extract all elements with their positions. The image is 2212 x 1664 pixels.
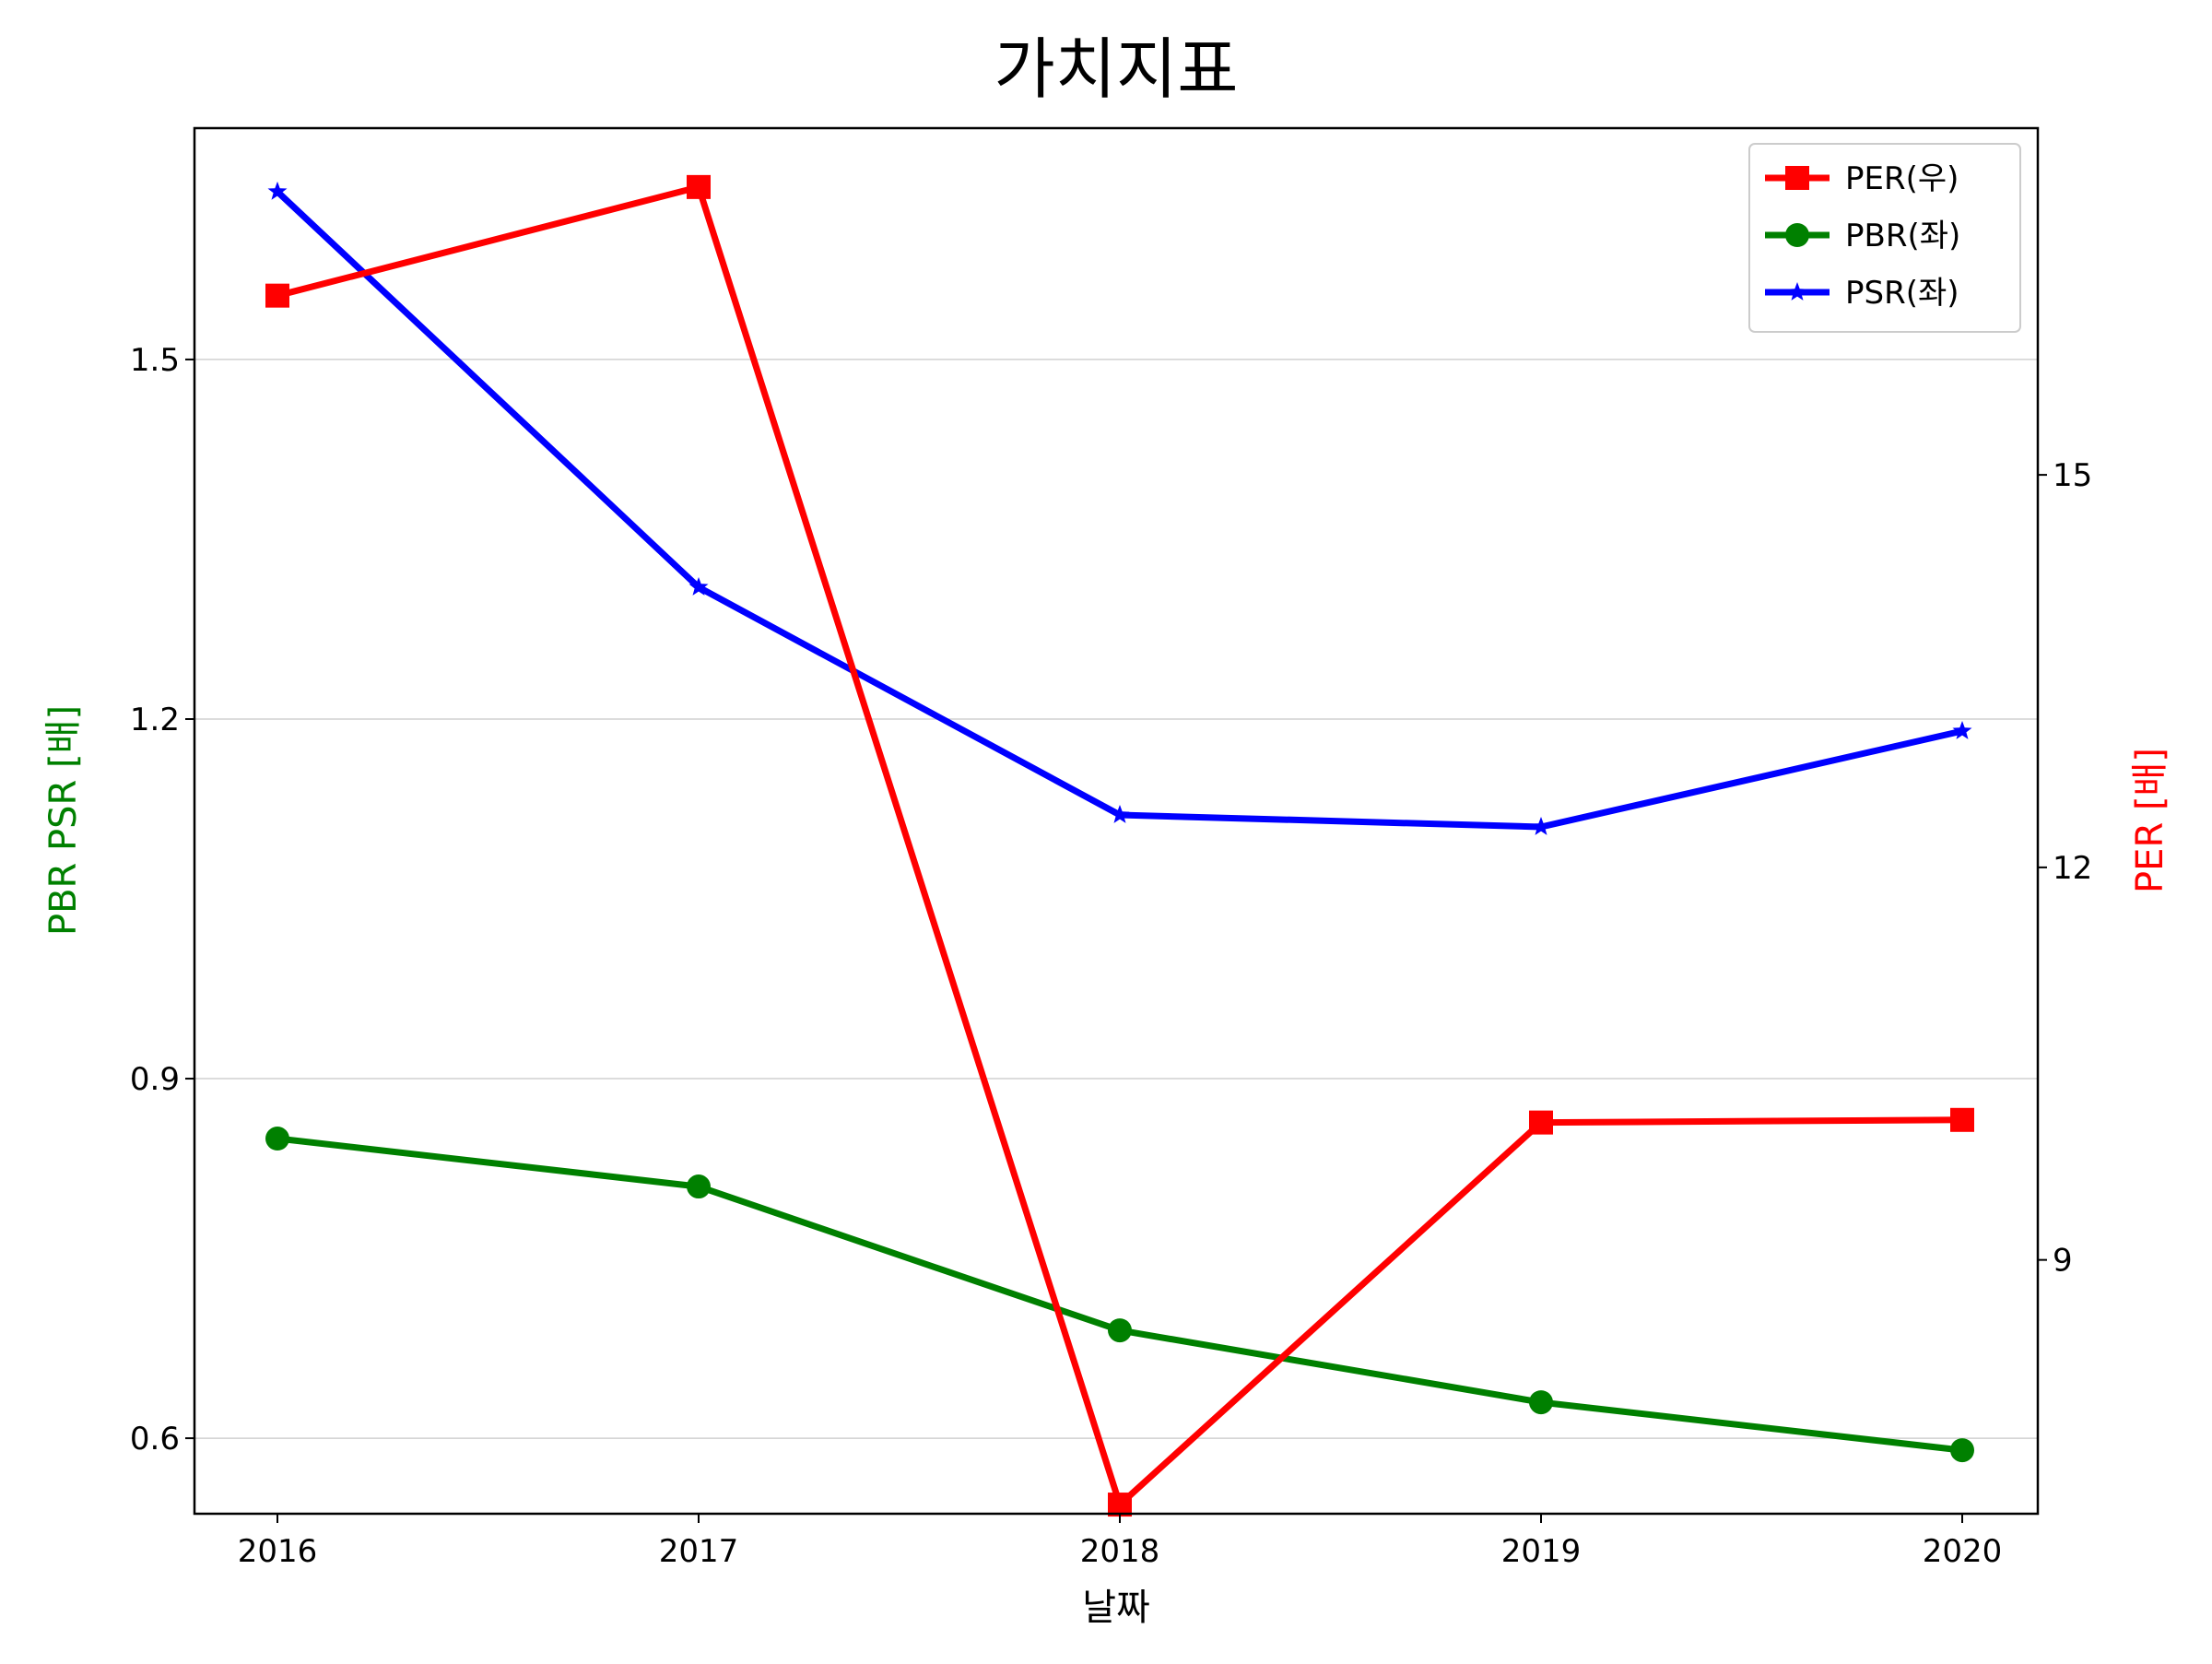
x-tick-label: 2017 bbox=[659, 1533, 739, 1570]
x-tick-label: 2016 bbox=[238, 1533, 318, 1570]
series-pbr bbox=[265, 1127, 1974, 1463]
data-point-per bbox=[1950, 1107, 1974, 1132]
data-point-per bbox=[1529, 1110, 1553, 1135]
y-right-axis-title: PER [배] bbox=[2129, 748, 2171, 893]
data-point-pbr bbox=[687, 1174, 711, 1199]
series-per bbox=[265, 174, 1974, 1517]
data-point-psr bbox=[1110, 805, 1130, 823]
data-point-pbr bbox=[1950, 1438, 1974, 1463]
series-psr bbox=[267, 181, 1972, 835]
chart-title: 가치지표 bbox=[994, 30, 1239, 108]
legend-label-pbr: PBR(좌) bbox=[1845, 218, 1960, 254]
y-left-tick-label: 0.9 bbox=[130, 1061, 180, 1098]
legend: PER(우) PBR(좌) PSR(좌) bbox=[1748, 143, 2021, 333]
data-point-psr bbox=[267, 181, 288, 200]
legend-label-psr: PSR(좌) bbox=[1845, 275, 1959, 312]
grid-layer bbox=[194, 359, 2038, 1439]
x-tick-label: 2020 bbox=[1923, 1533, 2003, 1570]
data-point-psr bbox=[1531, 817, 1551, 835]
y-left-axis-title: PBR PSR [배] bbox=[42, 705, 85, 936]
data-point-pbr bbox=[1529, 1390, 1553, 1415]
y-left-tick-label: 1.5 bbox=[130, 342, 180, 379]
y-right-tick-label: 9 bbox=[2053, 1243, 2073, 1280]
legend-marker-pbr bbox=[1785, 223, 1809, 247]
data-point-pbr bbox=[1108, 1318, 1132, 1343]
legend-box bbox=[1748, 143, 2021, 333]
axis-layer: 0.6 0.9 1.2 1.5 9 12 15 2016 2017 2018 2019 2020 bbox=[130, 342, 2092, 1570]
data-point-psr bbox=[1952, 721, 1972, 739]
legend-marker-per bbox=[1785, 166, 1809, 190]
legend-label-per: PER(우) bbox=[1845, 160, 1959, 197]
data-point-per bbox=[265, 283, 289, 308]
plot-frame bbox=[193, 126, 2040, 1516]
legend-marker-psr bbox=[1787, 282, 1807, 301]
x-tick-label: 2018 bbox=[1080, 1533, 1160, 1570]
data-point-per bbox=[687, 174, 711, 199]
x-tick-label: 2019 bbox=[1501, 1533, 1582, 1570]
y-right-tick-label: 15 bbox=[2053, 457, 2092, 494]
x-axis-title: 날짜 bbox=[1082, 1587, 1150, 1629]
y-left-tick-label: 0.6 bbox=[130, 1421, 180, 1457]
data-point-psr bbox=[688, 577, 709, 596]
y-left-tick-label: 1.2 bbox=[130, 702, 180, 738]
series-layer bbox=[265, 174, 1974, 1517]
data-point-pbr bbox=[265, 1127, 289, 1151]
data-point-per bbox=[1108, 1493, 1132, 1517]
y-right-tick-label: 12 bbox=[2053, 850, 2092, 887]
legend-entries: PER(우) PBR(좌) PSR(좌) bbox=[1765, 160, 1960, 312]
